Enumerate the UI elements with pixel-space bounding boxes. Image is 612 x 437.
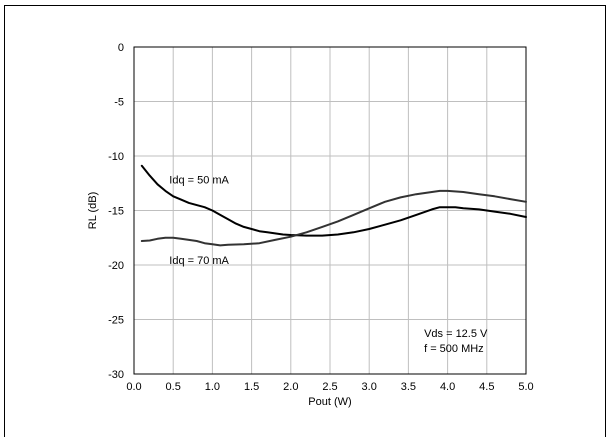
annotation-3: Vds = 12.5 V xyxy=(424,328,488,340)
series-lines xyxy=(140,164,527,247)
x-tick-label: 5.0 xyxy=(518,381,533,393)
grid-lines xyxy=(133,46,527,375)
series-line-1 xyxy=(140,164,527,237)
x-tick-label: 2.0 xyxy=(283,381,298,393)
y-tick-label: -25 xyxy=(108,315,124,327)
x-tick-label: 2.5 xyxy=(322,381,337,393)
chart-frame xyxy=(4,5,606,437)
series-line-2 xyxy=(140,189,527,247)
annotation-2: Idq = 70 mA xyxy=(169,255,229,267)
x-tick-label: 3.5 xyxy=(401,381,416,393)
y-tick-label: -20 xyxy=(108,260,124,272)
x-tick-label: 3.0 xyxy=(362,381,377,393)
x-tick-label: 1.0 xyxy=(205,381,220,393)
y-tick-labels: 0 -5 -10 -15 -20 -25 -30 xyxy=(108,42,124,381)
y-tick-label: 0 xyxy=(118,42,124,54)
x-axis-label: Pout (W) xyxy=(308,396,351,408)
y-tick-label: -15 xyxy=(108,206,124,218)
x-tick-label: 4.0 xyxy=(440,381,455,393)
x-tick-labels: 0.0 0.5 1.0 1.5 2.0 2.5 3.0 3.5 4.0 4.5 5.0 xyxy=(126,381,533,393)
x-tick-label: 0.0 xyxy=(126,381,141,393)
y-axis-label: RL (dB) xyxy=(87,192,99,230)
annotation-4: f = 500 MHz xyxy=(424,343,484,355)
x-tick-label: 4.5 xyxy=(479,381,494,393)
y-tick-label: -5 xyxy=(114,97,124,109)
annotation-1: Idq = 50 mA xyxy=(169,174,229,186)
x-tick-label: 0.5 xyxy=(166,381,181,393)
y-tick-label: -30 xyxy=(108,369,124,381)
y-tick-label: -10 xyxy=(108,151,124,163)
plot-area xyxy=(133,46,527,375)
annotations: Idq = 50 mA Idq = 70 mA Vds = 12.5 V f = 50… xyxy=(169,174,488,355)
x-tick-label: 1.5 xyxy=(244,381,259,393)
